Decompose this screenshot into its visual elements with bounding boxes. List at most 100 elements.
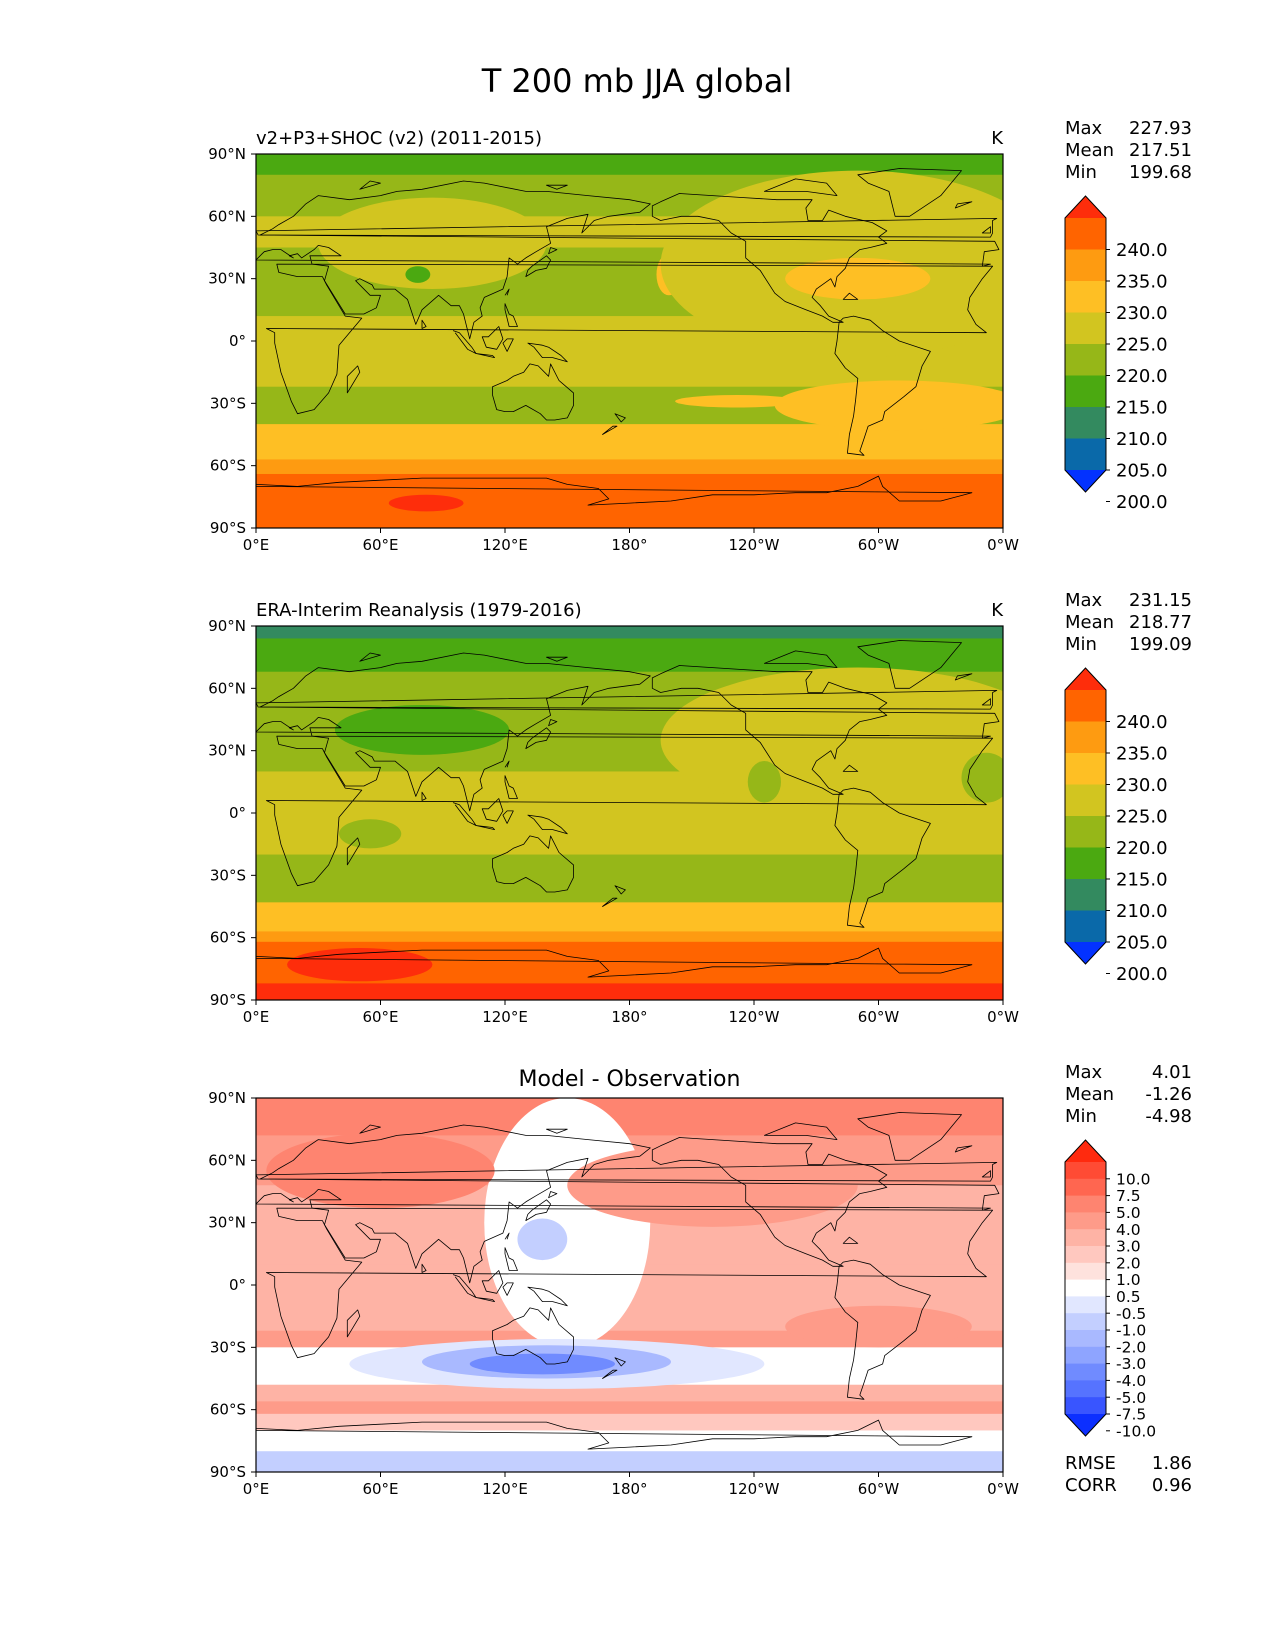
colorbar-label: 230.0	[1116, 303, 1168, 324]
stat-label: Mean	[1065, 1084, 1114, 1105]
map-field-model	[256, 154, 1003, 528]
colorbar-segment	[1065, 1330, 1106, 1348]
y-tick-label: 30°N	[208, 1214, 246, 1232]
colorbar-model: 240.0 235.0 230.0 225.0 220.0 215.0 210.0 205.0…	[1064, 195, 1168, 513]
contour-band	[256, 154, 1003, 176]
coastline	[546, 656, 568, 662]
coastline	[834, 787, 931, 928]
contour-band	[256, 983, 1003, 1000]
x-tick-label: 0°W	[987, 536, 1019, 554]
colorbar-segment	[1065, 816, 1106, 848]
y-tick-label: 60°N	[208, 679, 246, 697]
coastline	[764, 178, 838, 196]
colorbar-segment	[1065, 1363, 1106, 1381]
colorbar-segment	[1065, 375, 1106, 408]
colorbar-label: 240.0	[1116, 240, 1168, 261]
x-tick-label: 0°W	[987, 1480, 1019, 1498]
coastline	[857, 1112, 962, 1161]
contour-blob	[388, 494, 464, 512]
colorbar-extend-min	[1065, 1414, 1106, 1436]
colorbar-label: 210.0	[1116, 429, 1168, 450]
coastline	[842, 764, 859, 772]
panels-group: 0°E 60°E 120°E 180° 120°W 60°W 0°W 90°N 60°N 30°N…	[208, 118, 1192, 1498]
coastline	[527, 814, 568, 835]
coastline	[492, 363, 574, 421]
stat-label: Max	[1065, 590, 1103, 611]
colorbar-segment	[1065, 1246, 1106, 1264]
coastline	[359, 180, 381, 190]
contour-blob	[318, 197, 547, 290]
colorbar-label: 215.0	[1116, 869, 1168, 890]
y-tick-label: 90°N	[208, 145, 246, 163]
coastline	[525, 727, 551, 749]
coastline	[359, 1124, 381, 1134]
colorbar-label: 5.0	[1116, 1204, 1141, 1222]
coastline	[546, 184, 568, 190]
y-tick-label: 0°	[229, 1276, 246, 1294]
coastline	[857, 168, 962, 217]
coastline	[421, 319, 427, 329]
stat-label: Max	[1065, 1062, 1103, 1083]
x-tick-label: 60°W	[858, 1480, 900, 1498]
coastline	[504, 1247, 518, 1271]
x-tick-label: 60°W	[858, 536, 900, 554]
colorbar-label: 225.0	[1116, 334, 1168, 355]
colorbar-label: 220.0	[1116, 838, 1168, 859]
contour-blob	[517, 1218, 568, 1261]
contour-band	[256, 459, 1003, 475]
y-tick-label: 30°N	[208, 742, 246, 760]
colorbar-segment	[1065, 1212, 1106, 1230]
stat-value: 0.96	[1152, 1475, 1192, 1496]
y-tick-label: 30°N	[208, 270, 246, 288]
coastline	[502, 338, 514, 352]
colorbar-segment	[1065, 312, 1106, 345]
colorbar-label: 200.0	[1116, 964, 1168, 985]
coastline	[481, 798, 504, 822]
coastline	[256, 1124, 1000, 1284]
colorbar-label: 225.0	[1116, 806, 1168, 827]
coastline	[492, 835, 574, 893]
coastline	[266, 1207, 993, 1359]
colorbar-label: 4.0	[1116, 1221, 1141, 1239]
stat-value: 199.68	[1129, 162, 1192, 183]
coastline	[857, 640, 962, 689]
contour-blob	[469, 1353, 615, 1375]
panel-title-left: v2+P3+SHOC (v2) (2011-2015)	[256, 128, 542, 149]
coastline	[421, 791, 427, 801]
coastline	[614, 413, 626, 423]
coastline	[527, 342, 568, 363]
stat-label: Min	[1065, 162, 1097, 183]
coastline	[764, 650, 838, 668]
stat-label: CORR	[1065, 1475, 1117, 1496]
contour-band	[256, 854, 1003, 903]
contour-blob	[747, 761, 781, 803]
stat-label: RMSE	[1065, 1453, 1116, 1474]
x-tick-label: 180°	[611, 536, 647, 554]
colorbar-label: -10.0	[1116, 1422, 1156, 1440]
coastline	[256, 947, 973, 978]
coastline	[954, 673, 973, 681]
contour-blob	[567, 1143, 858, 1227]
coastline	[502, 1282, 514, 1296]
colorbar-extend-max	[1065, 668, 1106, 690]
coastline	[842, 1236, 859, 1244]
coastline	[504, 775, 518, 799]
coastline	[981, 1170, 991, 1178]
coastline	[256, 218, 998, 238]
map-field-obs	[256, 626, 1003, 1000]
colorbar-label: 215.0	[1116, 397, 1168, 418]
coastlines	[256, 168, 1000, 506]
coastline	[602, 1369, 618, 1379]
contour-band	[256, 931, 1003, 943]
x-tick-label: 120°E	[482, 1008, 528, 1026]
coastline	[548, 1191, 558, 1199]
x-tick-label: 60°E	[362, 1008, 398, 1026]
y-tick-label: 60°S	[210, 457, 246, 475]
coastline	[481, 1270, 504, 1294]
y-tick-label: 30°S	[210, 394, 246, 412]
x-tick-label: 0°E	[243, 1008, 270, 1026]
coastline	[614, 885, 626, 895]
y-tick-label: 90°N	[208, 617, 246, 635]
coastline	[954, 201, 973, 209]
colorbar-segment	[1065, 1178, 1106, 1196]
